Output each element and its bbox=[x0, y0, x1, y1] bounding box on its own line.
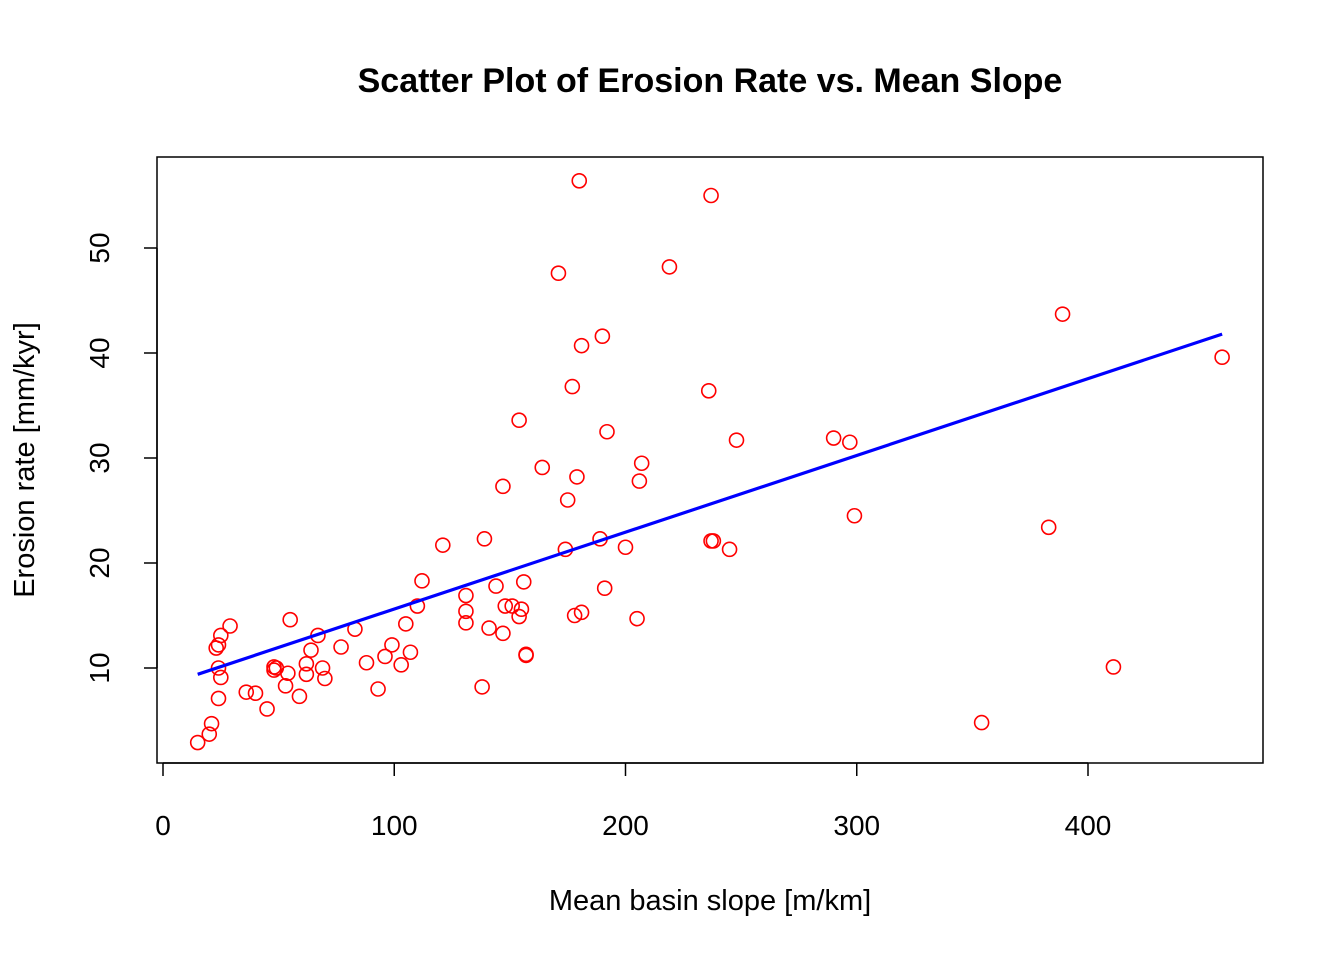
y-tick-label: 40 bbox=[84, 337, 115, 368]
data-point bbox=[617, 539, 634, 556]
data-point bbox=[728, 432, 745, 448]
data-point bbox=[534, 459, 551, 476]
data-point bbox=[377, 648, 393, 665]
data-point bbox=[358, 654, 375, 671]
data-point bbox=[511, 412, 527, 429]
data-point bbox=[481, 620, 497, 636]
data-point bbox=[314, 660, 331, 676]
data-point bbox=[973, 714, 990, 731]
data-point bbox=[569, 469, 585, 485]
data-point bbox=[721, 541, 738, 558]
data-point bbox=[599, 423, 615, 440]
data-point bbox=[846, 507, 863, 524]
data-point bbox=[511, 608, 527, 625]
data-point bbox=[566, 607, 583, 624]
fit-line-group bbox=[197, 332, 1223, 676]
y-tick-label: 50 bbox=[84, 232, 115, 263]
data-point bbox=[280, 665, 296, 682]
data-point bbox=[476, 531, 493, 547]
data-point bbox=[298, 655, 315, 672]
y-tick-label: 10 bbox=[84, 652, 115, 683]
data-point bbox=[213, 627, 229, 644]
data-point bbox=[550, 265, 567, 282]
data-point bbox=[488, 578, 504, 594]
data-point bbox=[291, 688, 308, 705]
data-point bbox=[513, 601, 530, 618]
fit-line bbox=[197, 332, 1223, 676]
data-point bbox=[564, 378, 581, 395]
data-point bbox=[1054, 306, 1071, 322]
data-point bbox=[700, 382, 717, 399]
data-point bbox=[474, 679, 490, 695]
data-point bbox=[594, 328, 611, 345]
data-point bbox=[571, 173, 588, 189]
data-point bbox=[573, 337, 590, 354]
x-tick-label: 200 bbox=[602, 810, 649, 841]
y-axis-label: Erosion rate [mm/kyr] bbox=[9, 322, 41, 598]
data-point bbox=[458, 603, 474, 620]
data-point bbox=[409, 598, 426, 614]
data-point bbox=[495, 625, 511, 642]
data-point bbox=[1214, 349, 1230, 366]
data-point bbox=[633, 455, 650, 472]
y-axis: 10 20 30 40 50 bbox=[84, 232, 158, 684]
data-point bbox=[458, 587, 474, 604]
data-point bbox=[515, 574, 532, 590]
data-point bbox=[573, 604, 590, 621]
data-point bbox=[402, 644, 419, 661]
x-tick-label: 400 bbox=[1065, 810, 1112, 841]
data-point bbox=[398, 616, 414, 632]
data-point bbox=[384, 637, 400, 653]
data-point bbox=[435, 537, 451, 553]
data-point bbox=[222, 618, 238, 634]
data-point bbox=[393, 657, 409, 673]
data-point bbox=[495, 478, 511, 495]
data-point bbox=[1040, 519, 1057, 536]
data-point bbox=[213, 669, 229, 686]
data-point bbox=[303, 642, 319, 658]
data-point bbox=[210, 637, 227, 653]
data-point bbox=[825, 430, 842, 446]
data-point bbox=[703, 187, 719, 204]
data-point bbox=[259, 701, 275, 717]
data-point bbox=[705, 533, 722, 549]
x-axis: 0 100 200 300 400 bbox=[155, 762, 1112, 841]
data-point bbox=[629, 610, 645, 627]
x-tick-label: 100 bbox=[371, 810, 418, 841]
data-point bbox=[370, 681, 386, 697]
data-point bbox=[559, 492, 576, 508]
data-points bbox=[189, 173, 1230, 751]
data-point bbox=[201, 726, 218, 742]
chart-title: Scatter Plot of Erosion Rate vs. Mean Sl… bbox=[358, 62, 1063, 100]
data-point bbox=[247, 685, 264, 702]
data-point bbox=[518, 647, 534, 664]
data-point bbox=[458, 615, 474, 631]
x-tick-label: 0 bbox=[155, 810, 171, 841]
y-tick-label: 20 bbox=[84, 547, 115, 578]
data-point bbox=[238, 684, 255, 700]
data-point bbox=[414, 573, 430, 589]
x-tick-label: 300 bbox=[833, 810, 880, 841]
y-tick-label: 30 bbox=[84, 442, 115, 473]
data-point bbox=[1105, 659, 1122, 675]
x-axis-label: Mean basin slope [m/km] bbox=[549, 885, 871, 917]
data-point bbox=[631, 473, 648, 489]
data-point bbox=[661, 259, 678, 275]
data-point bbox=[189, 734, 206, 751]
data-point bbox=[282, 611, 298, 628]
data-point bbox=[317, 670, 333, 687]
data-point bbox=[842, 434, 858, 451]
data-point bbox=[596, 580, 613, 597]
data-point bbox=[298, 666, 315, 683]
data-point bbox=[277, 678, 294, 694]
data-point bbox=[333, 639, 349, 655]
data-point bbox=[497, 598, 514, 614]
data-point bbox=[210, 690, 227, 707]
data-point bbox=[203, 715, 220, 732]
data-point bbox=[210, 660, 227, 676]
